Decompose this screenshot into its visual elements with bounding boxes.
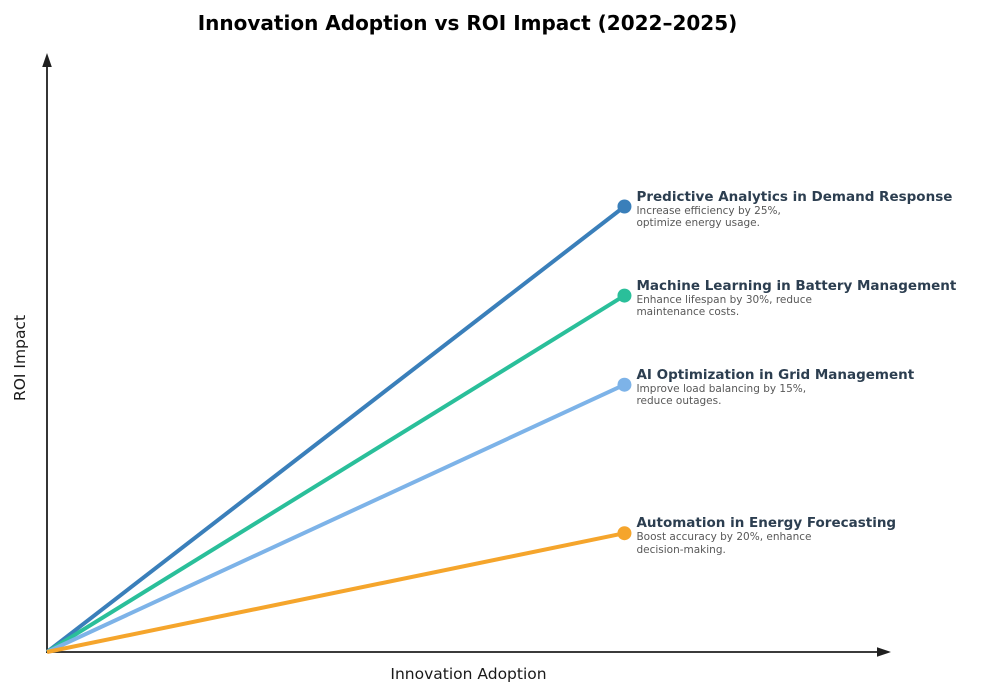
series-name: Machine Learning in Battery Management bbox=[636, 277, 957, 294]
series-name: AI Optimization in Grid Management bbox=[636, 366, 915, 383]
series-description: Boost accuracy by 20%, enhance decision-m… bbox=[636, 531, 896, 556]
y-axis-arrow-icon bbox=[42, 53, 52, 67]
series-description-line: reduce outages. bbox=[636, 395, 722, 408]
series-endpoint-marker-2 bbox=[617, 377, 632, 392]
series-endpoint-marker-0 bbox=[617, 199, 632, 214]
x-axis-arrow-icon bbox=[877, 647, 891, 657]
series-description-line: Improve load balancing by 15%, bbox=[636, 382, 807, 395]
series-description-line: Increase efficiency by 25%, bbox=[636, 204, 781, 217]
series-annotation-2: AI Optimization in Grid Management Improv… bbox=[636, 367, 914, 408]
series-description-line: Enhance lifespan by 30%, reduce bbox=[636, 293, 812, 306]
chart-title: Innovation Adoption vs ROI Impact (2022–… bbox=[197, 11, 738, 35]
series-description: Increase efficiency by 25%, optimize ener… bbox=[636, 205, 952, 230]
series-description: Enhance lifespan by 30%, reduce maintenan… bbox=[636, 294, 956, 319]
series-description-line: optimize energy usage. bbox=[636, 217, 760, 229]
x-axis-label: Innovation Adoption bbox=[390, 665, 547, 683]
series-description-line: decision-making. bbox=[636, 543, 726, 556]
series-description: Improve load balancing by 15%, reduce out… bbox=[636, 383, 914, 408]
series-endpoint-marker-1 bbox=[617, 288, 632, 303]
series-endpoint-marker-3 bbox=[617, 526, 632, 541]
y-axis-label: ROI Impact bbox=[11, 314, 29, 402]
series-description-line: maintenance costs. bbox=[636, 306, 740, 319]
series-name: Automation in Energy Forecasting bbox=[636, 515, 897, 532]
series-line-0 bbox=[45, 204, 626, 654]
series-line-1 bbox=[45, 293, 626, 654]
series-annotation-0: Predictive Analytics in Demand Response I… bbox=[636, 189, 952, 230]
series-annotation-3: Automation in Energy Forecasting Boost ac… bbox=[636, 515, 896, 556]
series-line-3 bbox=[46, 531, 625, 654]
series-annotation-1: Machine Learning in Battery Management En… bbox=[636, 278, 956, 319]
series-description-line: Boost accuracy by 20%, enhance bbox=[636, 531, 812, 544]
series-name: Predictive Analytics in Demand Response bbox=[636, 188, 953, 205]
series-line-2 bbox=[46, 382, 626, 654]
